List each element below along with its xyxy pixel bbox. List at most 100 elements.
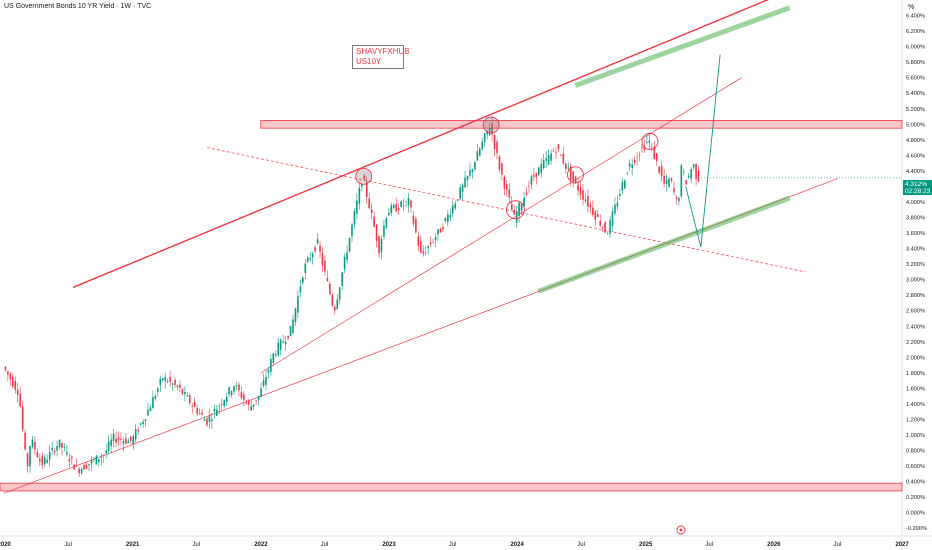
candle-body bbox=[513, 210, 515, 215]
projection-path bbox=[685, 54, 721, 248]
candle-body bbox=[297, 295, 299, 313]
candle-body bbox=[125, 438, 127, 444]
candle-body bbox=[478, 148, 481, 156]
candle-body bbox=[107, 441, 110, 451]
candle-body bbox=[90, 459, 93, 464]
candle-body bbox=[188, 395, 191, 404]
candle-body bbox=[134, 429, 137, 440]
candle-body bbox=[483, 133, 486, 142]
candle-body bbox=[397, 208, 400, 210]
y-tick-label: 4.000% bbox=[906, 200, 925, 206]
resistance-zone-1 bbox=[260, 120, 903, 129]
candle-body bbox=[154, 395, 157, 399]
candle-body bbox=[102, 455, 105, 456]
annotation-line-1: SHAVYFXHUB bbox=[356, 47, 410, 56]
candle-body bbox=[159, 378, 162, 385]
candle-body bbox=[596, 214, 599, 217]
candle-body bbox=[537, 167, 540, 176]
candle-body bbox=[9, 373, 12, 380]
candle-body bbox=[582, 190, 584, 200]
candle-body bbox=[619, 193, 621, 196]
candle-body bbox=[34, 442, 36, 450]
candle-body bbox=[496, 141, 498, 154]
candle-body bbox=[73, 464, 76, 470]
candle-body bbox=[474, 162, 476, 170]
y-tick-label: 5.600% bbox=[906, 76, 925, 82]
candle-body bbox=[228, 387, 230, 395]
candle-body bbox=[270, 358, 272, 372]
y-tick-label: 6.200% bbox=[906, 29, 925, 35]
candle-body bbox=[98, 459, 100, 462]
annotation-box[interactable]: SHAVYFXHUB US10Y bbox=[352, 45, 410, 69]
candle-body bbox=[459, 187, 461, 199]
candle-body bbox=[545, 158, 547, 161]
candle-body bbox=[184, 391, 186, 395]
x-tick-label: Jul bbox=[192, 542, 200, 548]
candle-body bbox=[476, 151, 479, 161]
candle-body bbox=[695, 163, 697, 180]
candle-body bbox=[542, 160, 545, 169]
candle-body bbox=[577, 184, 579, 191]
y-tick-label: 1.000% bbox=[906, 433, 925, 439]
candle-body bbox=[486, 130, 488, 135]
candle-body bbox=[265, 377, 267, 385]
candle-body bbox=[373, 216, 375, 227]
bar-countdown: 02:28:23 bbox=[905, 188, 931, 195]
x-tick-label: 2027 bbox=[895, 542, 909, 548]
marked-point-4 bbox=[567, 166, 584, 184]
time-scale: 2020 Jul 2021 Jul 2022 Jul 2023 Jul 2024 Jul 2025 J… bbox=[0, 542, 909, 548]
candle-body bbox=[530, 176, 533, 185]
candle-body bbox=[471, 169, 474, 173]
candle-body bbox=[447, 214, 449, 223]
candle-body bbox=[557, 144, 560, 149]
y-tick-label: 4.800% bbox=[906, 138, 925, 144]
candle-body bbox=[456, 199, 459, 201]
candle-body bbox=[395, 204, 398, 212]
target-band-1 bbox=[574, 5, 791, 88]
candle-body bbox=[122, 441, 125, 444]
y-tick-label: 1.800% bbox=[906, 371, 925, 377]
candle-body bbox=[665, 179, 668, 184]
candle-body bbox=[112, 433, 115, 441]
candle-body bbox=[238, 384, 240, 391]
candle-body bbox=[611, 211, 614, 226]
y-tick-label: 4.400% bbox=[906, 169, 925, 175]
candle-body bbox=[7, 371, 9, 375]
candle-body bbox=[110, 439, 112, 446]
candle-body bbox=[252, 404, 255, 407]
candle-body bbox=[191, 405, 194, 407]
candle-body bbox=[422, 251, 425, 254]
candle-body bbox=[299, 286, 302, 293]
candle-body bbox=[314, 247, 316, 252]
candle-body bbox=[535, 172, 538, 178]
candle-body bbox=[351, 224, 353, 237]
x-tick-label: Jul bbox=[705, 542, 713, 548]
y-tick-label: 3.600% bbox=[906, 231, 925, 237]
candle-body bbox=[186, 395, 189, 397]
candle-body bbox=[29, 446, 31, 467]
candle-body bbox=[75, 465, 78, 466]
candle-body bbox=[356, 200, 358, 214]
y-tick-label: 6.400% bbox=[906, 14, 925, 20]
x-tick-label: Jul bbox=[64, 542, 72, 548]
candle-body bbox=[26, 453, 29, 467]
candle-body bbox=[555, 151, 557, 153]
candle-body bbox=[437, 229, 439, 235]
candle-body bbox=[36, 452, 39, 458]
candle-body bbox=[405, 201, 407, 202]
candle-body bbox=[147, 409, 149, 416]
candle-body bbox=[333, 306, 336, 311]
candle-body bbox=[245, 403, 248, 404]
candle-body bbox=[174, 379, 176, 385]
y-tick-label: 0.600% bbox=[906, 464, 925, 470]
candle-body bbox=[41, 456, 44, 466]
candle-body bbox=[230, 391, 233, 396]
candle-body bbox=[493, 135, 496, 150]
candle-body bbox=[641, 147, 643, 149]
marked-point-1 bbox=[355, 167, 373, 185]
candle-body bbox=[353, 211, 356, 225]
candle-body bbox=[510, 203, 513, 210]
candle-body bbox=[388, 212, 390, 216]
candle-body bbox=[660, 165, 663, 176]
